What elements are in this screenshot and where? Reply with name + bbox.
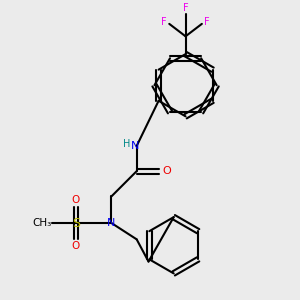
Text: H: H [124,139,131,148]
Text: N: N [107,218,116,228]
Text: O: O [72,241,80,251]
Text: N: N [131,141,140,151]
Text: F: F [204,17,210,27]
Text: F: F [183,3,188,13]
Text: O: O [72,195,80,205]
Text: O: O [162,166,171,176]
Text: S: S [72,217,80,230]
Text: F: F [161,17,167,27]
Text: CH₃: CH₃ [32,218,51,228]
